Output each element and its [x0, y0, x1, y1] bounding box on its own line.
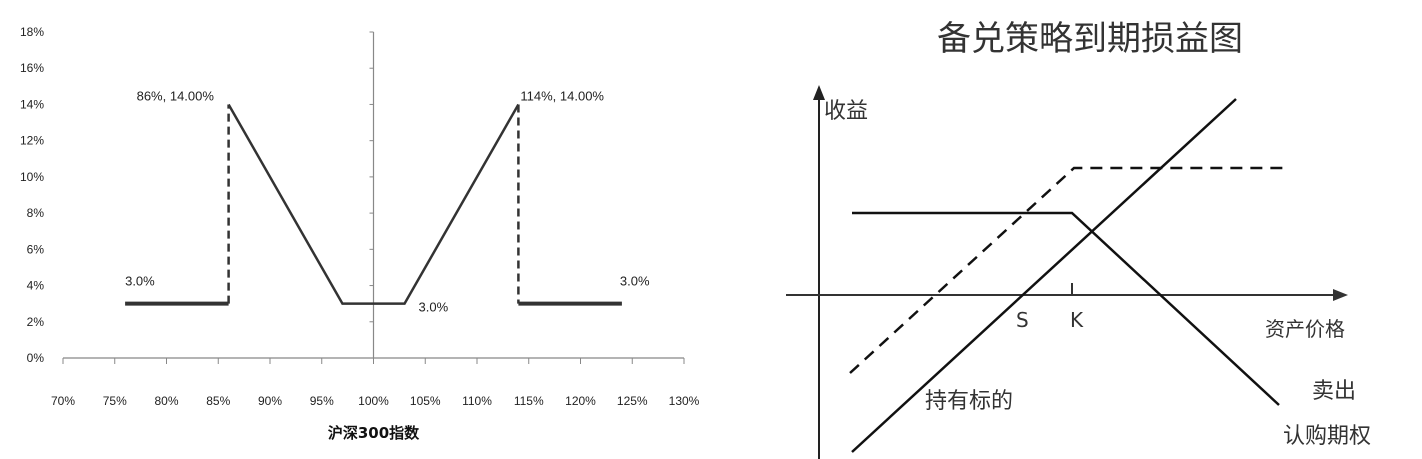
data-label: 114%, 14.00% [520, 88, 604, 103]
y-tick-label: 4% [27, 279, 45, 293]
data-label: 86%, 14.00% [137, 88, 215, 103]
y-tick-label: 6% [27, 242, 45, 256]
y-tick-label: 2% [27, 315, 45, 329]
x-tick-label: 115% [514, 394, 544, 408]
x-tick-label: 125% [617, 394, 648, 408]
y-tick-label: 18% [20, 25, 44, 39]
y-tick-label: 16% [20, 61, 44, 75]
y-tick-label: 0% [27, 351, 45, 365]
diagram-title: 备兑策略到期损益图 [937, 19, 1243, 59]
x-tick-label: 130% [669, 394, 700, 408]
sell-call-label-1: 卖出 [1312, 379, 1356, 404]
x-tick-label: 110% [462, 394, 492, 408]
data-label: 3.0% [419, 300, 449, 315]
k-label: K [1070, 308, 1084, 332]
x-tick-label: 95% [310, 394, 334, 408]
x-tick-label: 90% [258, 394, 282, 408]
x-tick-label: 120% [565, 394, 596, 408]
data-label: 3.0% [125, 274, 155, 289]
hold-underlying-label: 持有标的 [925, 389, 1013, 414]
x-tick-label: 80% [154, 394, 178, 408]
x-tick-label: 105% [410, 394, 441, 408]
x-axis-label: 沪深300指数 [328, 424, 420, 442]
x-tick-label: 100% [358, 394, 389, 408]
x-tick-label: 75% [103, 394, 127, 408]
y-tick-label: 8% [27, 206, 45, 220]
x-axis-arrow-icon [1333, 289, 1348, 301]
y-tick-label: 10% [20, 170, 44, 184]
series-segment-2 [227, 103, 520, 305]
x-axis-label: 资产价格 [1265, 317, 1345, 341]
y-tick-label: 14% [20, 97, 44, 111]
data-label: 3.0% [620, 274, 650, 289]
s-label: S [1016, 308, 1029, 332]
payoff-chart: 70% 75% 80% 85% 90% 95% 100% 105% 110% 115% 120% 12… [20, 25, 700, 442]
hold-underlying-line [851, 98, 1237, 453]
x-tick-label: 85% [206, 394, 230, 408]
y-axis-arrow-icon [813, 85, 825, 100]
x-tick-label: 70% [51, 394, 75, 408]
sell-call-line [852, 211, 1280, 406]
y-axis-label: 收益 [824, 99, 868, 124]
covered-call-diagram: 备兑策略到期损益图 收益 资产价格 S K 持有标的 卖出 认购期权 [786, 19, 1371, 459]
covered-call-line [849, 166, 1286, 374]
sell-call-label-2: 认购期权 [1283, 424, 1371, 449]
y-tick-label: 12% [20, 134, 44, 148]
